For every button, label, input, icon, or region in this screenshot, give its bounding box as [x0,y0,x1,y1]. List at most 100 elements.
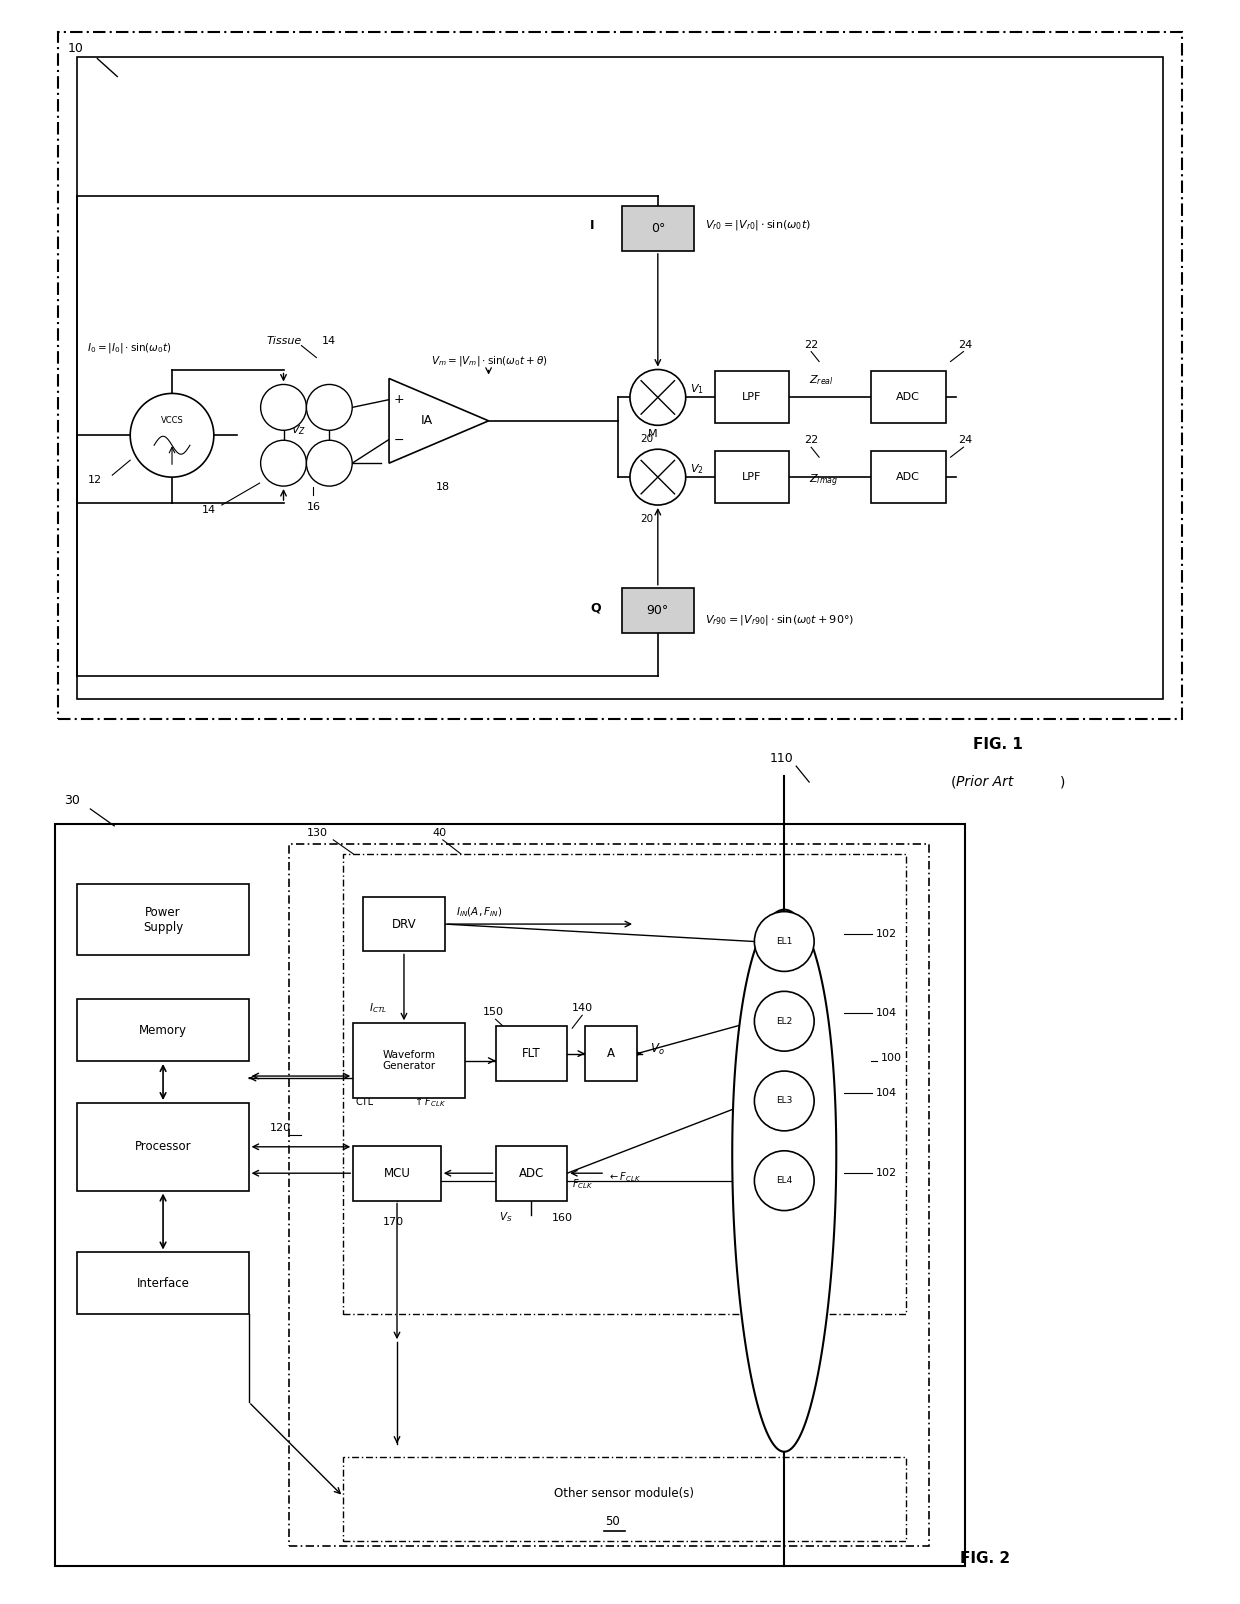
Circle shape [630,449,686,505]
Text: DRV: DRV [392,917,417,930]
Text: Power
Supply: Power Supply [143,906,184,934]
Text: A: A [608,1047,615,1060]
Text: FIG. 1: FIG. 1 [973,738,1023,752]
Text: 22: 22 [805,435,818,446]
Text: Processor: Processor [135,1140,191,1153]
Text: 160: 160 [552,1213,573,1222]
Text: Other sensor module(s): Other sensor module(s) [554,1487,694,1500]
Text: VCCS: VCCS [161,415,184,425]
Text: $Z_{real}$: $Z_{real}$ [810,374,833,387]
Text: I: I [590,220,595,233]
FancyBboxPatch shape [870,372,946,423]
Text: MCU: MCU [383,1166,410,1179]
Text: ADC: ADC [897,472,920,483]
Text: $-$: $-$ [393,433,404,446]
Text: 0°: 0° [651,221,665,236]
Circle shape [754,1071,815,1131]
FancyBboxPatch shape [55,824,966,1567]
Text: 24: 24 [959,435,972,446]
Text: $V_S$: $V_S$ [498,1211,512,1224]
Text: 70: 70 [197,1046,211,1055]
Text: 140: 140 [572,1002,594,1014]
Text: $V_o$: $V_o$ [650,1043,665,1057]
Circle shape [754,1150,815,1211]
Text: 80: 80 [184,1298,198,1309]
Text: EL1: EL1 [776,937,792,946]
FancyBboxPatch shape [77,999,249,1062]
FancyBboxPatch shape [622,205,693,250]
Text: $V_{r0}=|V_{r0}|\cdot\sin(\omega_0 t)$: $V_{r0}=|V_{r0}|\cdot\sin(\omega_0 t)$ [704,218,811,233]
Text: $V_m=|V_m|\cdot\sin(\omega_0 t+\theta)$: $V_m=|V_m|\cdot\sin(\omega_0 t+\theta)$ [430,354,548,367]
Text: +: + [393,393,404,406]
Text: 60: 60 [138,1166,151,1177]
FancyBboxPatch shape [289,844,929,1546]
Text: $V_1$: $V_1$ [689,382,703,396]
Text: $Z_{imag}$: $Z_{imag}$ [810,473,838,489]
Text: 102: 102 [875,929,897,938]
Text: FLT: FLT [522,1047,541,1060]
Text: Prior Art: Prior Art [956,775,1014,789]
Text: 24: 24 [959,340,972,350]
FancyBboxPatch shape [496,1145,567,1201]
Text: 130: 130 [306,828,327,837]
FancyBboxPatch shape [77,56,1163,699]
Circle shape [306,439,352,486]
Text: 30: 30 [64,794,81,807]
Circle shape [260,385,306,430]
Circle shape [260,439,306,486]
FancyBboxPatch shape [363,897,445,951]
Text: 110: 110 [769,752,794,765]
FancyBboxPatch shape [622,587,693,632]
Text: $\uparrow F_{CLK}$: $\uparrow F_{CLK}$ [413,1096,446,1108]
Text: FIG. 2: FIG. 2 [961,1551,1011,1567]
Circle shape [754,911,815,972]
FancyBboxPatch shape [714,451,789,504]
Text: ): ) [1060,775,1065,789]
Text: Interface: Interface [136,1277,190,1290]
Text: $I_{IN}(A,F_{IN})$: $I_{IN}(A,F_{IN})$ [456,906,502,919]
Text: EL3: EL3 [776,1097,792,1105]
Text: 12: 12 [87,475,102,484]
Text: 50: 50 [605,1516,620,1529]
FancyBboxPatch shape [714,372,789,423]
Text: 18: 18 [435,483,450,492]
Text: $V_Z$: $V_Z$ [291,423,306,436]
Text: LPF: LPF [743,472,761,483]
Text: Waveform
Generator: Waveform Generator [382,1049,435,1071]
Text: 14: 14 [202,505,216,515]
Text: 14: 14 [321,335,336,345]
Text: 16: 16 [306,502,320,512]
Text: 102: 102 [875,1168,897,1177]
Text: CTL: CTL [355,1097,373,1107]
Text: EL2: EL2 [776,1017,792,1025]
Text: EL4: EL4 [776,1176,792,1185]
Text: 20: 20 [640,435,653,444]
FancyBboxPatch shape [585,1027,637,1081]
Text: Memory: Memory [139,1023,187,1036]
Text: $F_{CLK}$: $F_{CLK}$ [572,1177,593,1192]
Circle shape [630,369,686,425]
Polygon shape [733,909,836,1452]
Text: 22: 22 [805,340,818,350]
Text: $I_{CTL}$: $I_{CTL}$ [370,1001,387,1015]
FancyBboxPatch shape [77,1104,249,1190]
FancyBboxPatch shape [77,884,249,956]
Text: Q: Q [590,602,600,614]
Text: 120: 120 [269,1123,290,1132]
Text: 90: 90 [187,940,201,951]
Text: 10: 10 [67,42,83,55]
Text: ADC: ADC [518,1166,544,1179]
Text: M: M [647,430,657,439]
FancyBboxPatch shape [353,1145,440,1201]
Text: IA: IA [420,414,433,427]
Text: 150: 150 [482,1007,503,1017]
Text: 90°: 90° [647,603,668,616]
Text: ADC: ADC [897,393,920,403]
FancyBboxPatch shape [343,1456,905,1541]
Text: $\leftarrow F_{CLK}$: $\leftarrow F_{CLK}$ [608,1171,641,1184]
FancyBboxPatch shape [870,451,946,504]
FancyBboxPatch shape [77,1253,249,1314]
Text: (: ( [951,775,956,789]
Circle shape [306,385,352,430]
Circle shape [754,991,815,1051]
